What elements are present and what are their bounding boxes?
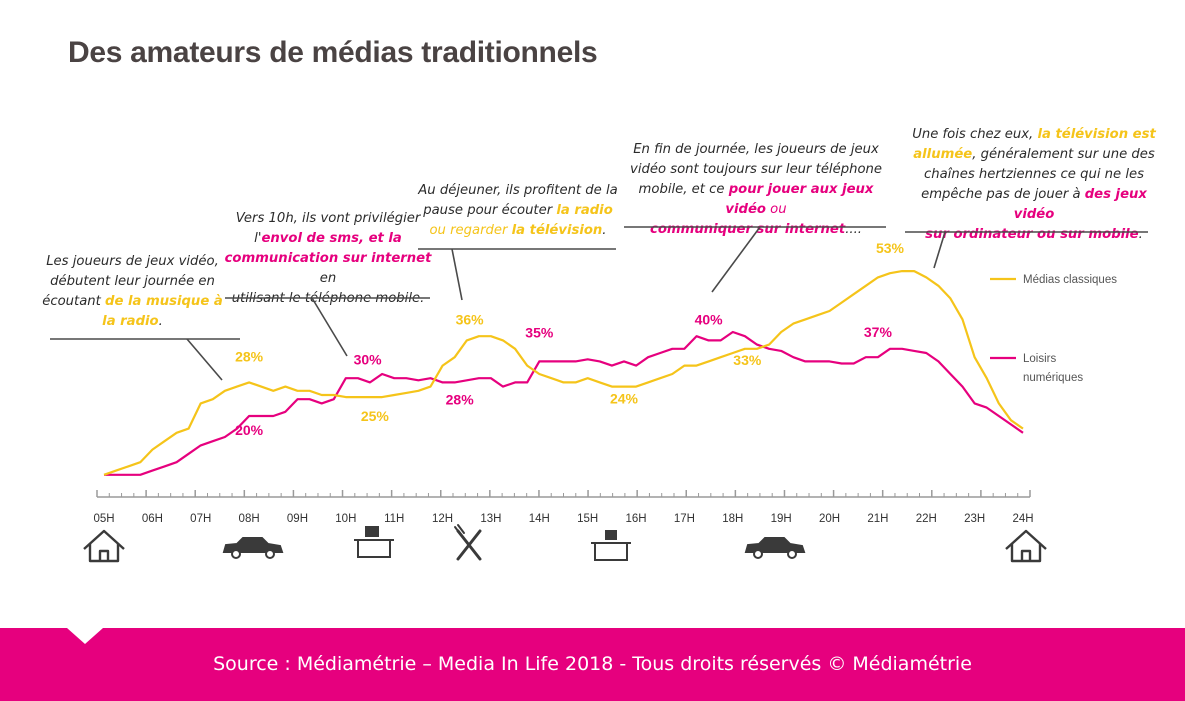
annotation-text: chaînes hertziennes ce qui ne les	[924, 167, 1144, 182]
data-label: 24%	[610, 391, 639, 407]
legend-label: Médias classiques	[1023, 274, 1117, 286]
series-line	[103, 270, 1024, 476]
annotation-text: ou regarder	[429, 223, 512, 238]
x-tick-label: 16H	[625, 513, 646, 525]
annotation-evening: En fin de journée, les joueurs de jeux v…	[620, 140, 892, 240]
annotation-text: en	[319, 271, 337, 286]
x-tick-label: 18H	[722, 513, 743, 525]
annotation-morning: Les joueurs de jeux vidéo, débutent leur…	[30, 252, 235, 332]
x-tick-label: 23H	[964, 513, 985, 525]
x-tick-label: 05H	[93, 513, 114, 525]
annotation-rules	[50, 226, 1148, 381]
legend: Médias classiques Loisirs numériques	[990, 274, 1117, 384]
x-tick-label: 19H	[771, 513, 792, 525]
data-label: 37%	[864, 324, 893, 340]
x-axis: 05H 06H 07H 08H 09H 10H 11H 12H 13H 14H 15H 16H 17H 1…	[93, 490, 1034, 525]
source-text: Source : Médiamétrie – Media In Life 201…	[213, 653, 972, 675]
car-icon	[222, 537, 284, 559]
data-labels: 28% 20% 30% 25% 36% 28% 35% 24% 40% 33% 53% 37%	[235, 240, 904, 438]
annotation-text: .	[1138, 227, 1143, 242]
annotation-highlight: la radio	[556, 203, 613, 218]
annotation-highlight: communiquer sur internet	[650, 222, 846, 237]
data-label: 20%	[235, 422, 264, 438]
annotation-highlight: communication sur internet	[224, 251, 432, 266]
leader-line	[933, 231, 946, 269]
annotation-highlight: la radio	[102, 314, 159, 329]
footer-bar: Source : Médiamétrie – Media In Life 201…	[0, 628, 1185, 701]
annotation-text: empêche pas de jouer à	[921, 187, 1085, 202]
annotation-text: pause pour écouter	[423, 203, 557, 218]
annotation-highlight: envol de sms, et la	[261, 231, 402, 246]
car-icon	[744, 537, 806, 559]
annotation-highlight: de la musique à	[105, 294, 223, 309]
cutlery-icon	[454, 524, 482, 561]
page-title: Des amateurs de médias traditionnels	[68, 36, 598, 69]
data-label: 28%	[235, 348, 264, 364]
desk-icon	[591, 530, 631, 561]
x-tick-label: 11H	[384, 513, 404, 525]
x-tick-label: 14H	[529, 513, 550, 525]
annotation-text: Vers 10h, ils vont privilégier	[235, 211, 421, 226]
annotation-text: Une fois chez eux,	[912, 127, 1038, 142]
x-tick-label: 24H	[1012, 513, 1033, 525]
annotation-text: .	[602, 223, 607, 238]
desk-icon	[354, 526, 394, 558]
x-tick-label: 09H	[287, 513, 308, 525]
legend-label: Loisirs	[1023, 353, 1056, 365]
annotation-text: vidéo sont toujours sur leur téléphone	[630, 162, 882, 177]
annotation-text: ....	[845, 222, 862, 237]
data-label: 25%	[361, 408, 390, 424]
x-tick-label: 21H	[867, 513, 888, 525]
annotation-text: Au déjeuner, ils profitent de la	[418, 183, 618, 198]
footer-notch	[67, 628, 103, 644]
home-icon	[83, 529, 125, 563]
annotation-text: mobile, et ce	[638, 182, 729, 197]
annotation-text: ou	[765, 202, 787, 217]
x-tick-label: 07H	[190, 513, 211, 525]
data-label: 28%	[446, 391, 475, 407]
home-icon	[1005, 529, 1047, 563]
x-tick-label: 15H	[577, 513, 598, 525]
annotation-highlight: la télévision est	[1037, 127, 1156, 142]
x-tick-label: 08H	[239, 513, 260, 525]
x-tick-label: 06H	[142, 513, 163, 525]
x-tick-label: 12H	[432, 513, 453, 525]
leader-line	[711, 226, 761, 293]
data-label: 53%	[876, 240, 905, 256]
leader-line	[451, 248, 463, 301]
leader-line	[311, 297, 348, 357]
data-label: 36%	[456, 311, 485, 327]
data-label: 35%	[525, 324, 554, 340]
series-lines	[103, 270, 1024, 476]
legend-label: numériques	[1023, 372, 1083, 384]
x-tick-label: 20H	[819, 513, 840, 525]
data-label: 30%	[354, 351, 383, 367]
data-label: 33%	[733, 352, 762, 368]
data-label: 40%	[695, 311, 724, 327]
annotation-highlight: des jeux vidéo	[1013, 187, 1147, 222]
leader-line	[186, 338, 223, 381]
annotation-highlight: allumée	[913, 147, 973, 162]
x-tick-label: 22H	[916, 513, 937, 525]
annotation-lunch: Au déjeuner, ils profitent de la pause p…	[418, 181, 618, 241]
annotation-highlight: pour jouer aux jeux vidéo	[725, 182, 874, 217]
chart: 05H 06H 07H 08H 09H 10H 11H 12H 13H 14H 15H 16H 17H 1…	[50, 226, 1148, 563]
annotation-text: débutent leur journée en	[50, 274, 215, 289]
x-tick-label: 17H	[674, 513, 695, 525]
annotation-text: En fin de journée, les joueurs de jeux	[633, 142, 879, 157]
annotation-text: , généralement sur une des	[972, 147, 1155, 162]
annotation-text: .	[158, 314, 163, 329]
annotation-text: Les joueurs de jeux vidéo,	[46, 254, 219, 269]
annotation-highlight: la télévision	[511, 223, 603, 238]
x-tick-label: 13H	[480, 513, 501, 525]
annotation-10h: Vers 10h, ils vont privilégier l'envol d…	[218, 209, 438, 309]
annotation-text: écoutant	[42, 294, 105, 309]
x-tick-label: 10H	[335, 513, 356, 525]
annotation-text: l'	[254, 231, 262, 246]
annotation-night: Une fois chez eux, la télévision est all…	[900, 125, 1168, 245]
series-line	[104, 330, 1024, 476]
annotation-highlight: sur ordinateur ou sur mobile	[925, 227, 1139, 242]
